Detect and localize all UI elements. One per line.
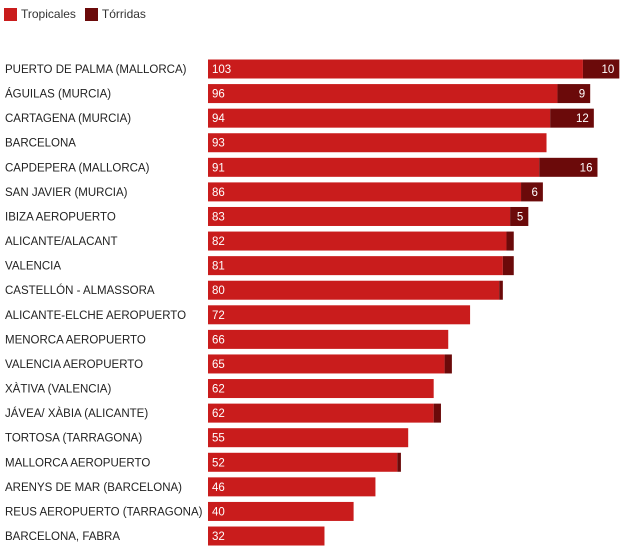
data-label-tropicales: 52 [212,457,225,469]
bar-tropicales [208,329,449,349]
bar-tropicales [208,84,558,104]
data-label-tropicales: 81 [212,261,225,273]
bar-tropicales [208,526,325,546]
data-label-torridas: 5 [517,211,523,223]
bar-tropicales [208,206,511,226]
legend-label: Tórridas [101,7,146,21]
data-label-torridas: 16 [580,162,593,174]
bar-tropicales [208,157,540,177]
legend-item-torridas: Tórridas [84,7,146,21]
data-label-tropicales: 46 [212,482,225,494]
bar-tropicales [208,354,445,374]
bar-tropicales [208,379,434,399]
data-label-tropicales: 94 [212,113,225,125]
category-label: VALENCIA [5,261,61,273]
category-label: VALENCIA AEROPUERTO [5,359,143,371]
bar-torridas [499,280,503,300]
category-label: CARTAGENA (MURCIA) [5,113,131,125]
category-label: ÁGUILAS (MURCIA) [5,88,111,101]
data-label-tropicales: 66 [212,334,225,346]
category-label: SAN JAVIER (MURCIA) [5,187,128,199]
data-label-torridas: 6 [531,187,537,199]
data-label-torridas: 12 [576,113,589,125]
data-label-tropicales: 65 [212,359,225,371]
bar-torridas [550,108,594,128]
bar-torridas [510,206,529,226]
bar-tropicales [208,452,398,472]
data-label-tropicales: 55 [212,433,225,445]
data-label-tropicales: 93 [212,138,225,150]
legend-label: Tropicales [21,7,76,21]
bar-tropicales [208,108,551,128]
category-label: ARENYS DE MAR (BARCELONA) [5,482,182,494]
bar-tropicales [208,280,500,300]
legend-item-tropicales: Tropicales [4,7,76,21]
category-label: ALICANTE-ELCHE AEROPUERTO [5,310,186,322]
category-label: BARCELONA, FABRA [5,531,120,543]
category-label: XÀTIVA (VALENCIA) [5,383,111,396]
bar-torridas [502,256,514,276]
category-label: REUS AEROPUERTO (TARRAGONA) [5,506,203,518]
data-label-tropicales: 80 [212,285,225,297]
category-label: PUERTO DE PALMA (MALLORCA) [5,64,187,76]
bar-torridas [444,354,452,374]
bar-tropicales [208,477,376,497]
bar-torridas [397,452,401,472]
category-label: IBIZA AEROPUERTO [5,211,116,223]
data-label-torridas: 9 [579,89,585,101]
bar-tropicales [208,256,503,276]
category-label: CASTELLÓN - ALMASSORA [5,284,155,297]
data-label-tropicales: 32 [212,531,225,543]
bar-torridas [433,403,441,423]
data-label-tropicales: 62 [212,384,225,396]
data-label-tropicales: 40 [212,506,225,518]
category-label: CAPDEPERA (MALLORCA) [5,162,150,174]
data-label-tropicales: 91 [212,162,225,174]
category-label: ALICANTE/ALACANT [5,236,117,248]
bar-tropicales [208,428,409,448]
category-label: MALLORCA AEROPUERTO [5,457,150,469]
data-label-tropicales: 86 [212,187,225,199]
data-label-tropicales: 96 [212,89,225,101]
legend: Tropicales Tórridas [4,7,155,21]
data-label-torridas: 10 [602,64,615,76]
bar-tropicales [208,231,507,251]
data-label-tropicales: 103 [212,64,231,76]
bar-torridas [506,231,514,251]
bar-torridas [539,157,598,177]
bar-tropicales [208,59,583,79]
bar-tropicales [208,305,471,325]
category-label: BARCELONA [5,138,76,150]
bar-tropicales [208,133,547,153]
data-label-tropicales: 82 [212,236,225,248]
bar-torridas [521,182,543,202]
bar-torridas [582,59,620,79]
data-label-tropicales: 83 [212,211,225,223]
bar-tropicales [208,403,434,423]
category-label: MENORCA AEROPUERTO [5,334,146,346]
category-label: TORTOSA (TARRAGONA) [5,433,142,445]
category-label: JÁVEA/ XÀBIA (ALICANTE) [5,407,148,420]
bar-tropicales [208,182,522,202]
data-label-tropicales: 62 [212,408,225,420]
bar-tropicales [208,501,354,521]
bar-torridas [557,84,591,104]
data-label-tropicales: 72 [212,310,225,322]
